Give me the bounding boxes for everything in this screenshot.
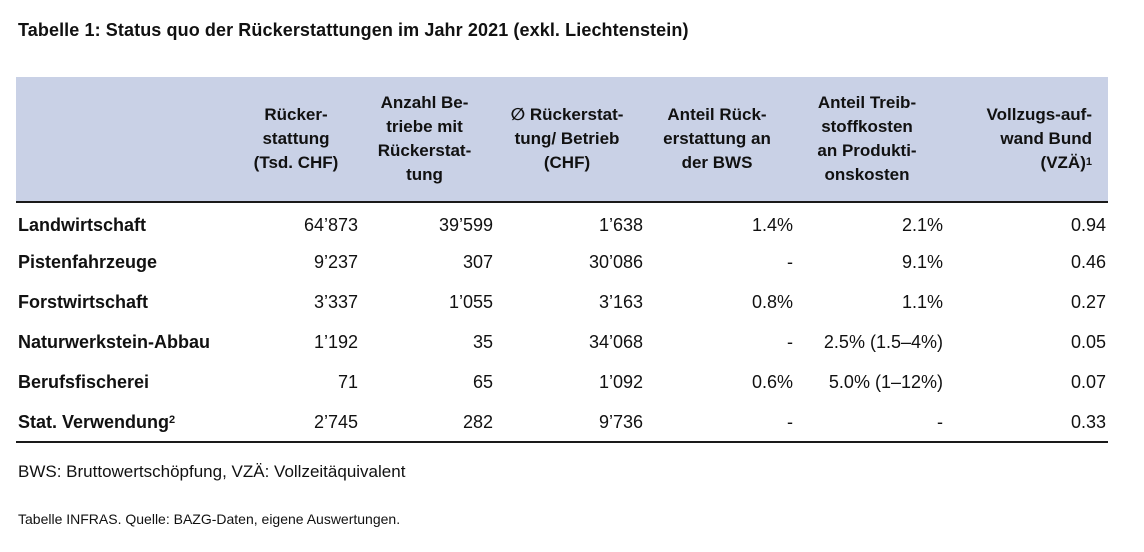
cell-vollzugsaufwand: 0.07 bbox=[1070, 372, 1106, 392]
cell-rueckerstattung: 3’337 bbox=[313, 292, 358, 312]
table-row: Stat. Verwendung2 2’745 282 9’736- -0.33 bbox=[16, 402, 1108, 443]
cell-anteil-bws: 0.6% bbox=[751, 372, 793, 392]
row-footnote-marker: 2 bbox=[169, 413, 176, 426]
cell-rueckerstattung-pro-betrieb: 3’163 bbox=[598, 292, 643, 312]
table-row: Pistenfahrzeuge 9’237 307 30’086 - 9.1% 0.46 bbox=[16, 242, 1108, 282]
table-header-row: Rücker-stattung (Tsd. CHF) Anzahl Be-trie… bbox=[16, 77, 1108, 203]
row-label-text: Stat. Verwendung bbox=[18, 411, 170, 432]
cell-anteil-treibstoffkosten: 2.1% bbox=[901, 214, 943, 235]
cell-vollzugsaufwand: 0.05 bbox=[1070, 332, 1106, 352]
cell-rueckerstattung-pro-betrieb: 1’638 bbox=[598, 214, 643, 235]
cell-rueckerstattung: 71 bbox=[337, 372, 358, 392]
cell-rueckerstattung: 9’237 bbox=[313, 252, 358, 272]
source-note: Tabelle INFRAS. Quelle: BAZG-Daten, eige… bbox=[18, 511, 401, 527]
row-label-text: Naturwerkstein-Abbau bbox=[18, 332, 211, 352]
cell-anzahl-betriebe: 35 bbox=[472, 332, 493, 352]
row-label: Stat. Verwendung2 bbox=[16, 402, 238, 443]
header-cell-anteil-treibstoffkosten: Anteil Treib-stoffkosten an Produkti-onsk… bbox=[795, 77, 945, 203]
cell-anteil-bws: - bbox=[787, 252, 793, 272]
row-label: Pistenfahrzeuge bbox=[16, 242, 238, 282]
cell-anteil-bws: 0.8% bbox=[751, 292, 793, 312]
cell-anteil-treibstoffkosten: 1.1% bbox=[901, 292, 943, 312]
cell-anzahl-betriebe: 282 bbox=[360, 402, 495, 443]
cell-anzahl-betriebe: 307 bbox=[462, 252, 493, 272]
row-label-text: Berufsfischerei bbox=[18, 372, 150, 392]
header-cell-rueckerstattung: Rücker-stattung (Tsd. CHF) bbox=[238, 77, 360, 203]
cell-anteil-treibstoffkosten: - bbox=[795, 402, 945, 443]
cell-vollzugsaufwand: 0.94 bbox=[1070, 214, 1106, 235]
table-row: Berufsfischerei 71 65 1’092 0.6% 5.0% (1–12%)… bbox=[16, 362, 1108, 402]
row-label-text: Pistenfahrzeuge bbox=[18, 252, 158, 272]
cell-rueckerstattung: 1’192 bbox=[313, 332, 358, 352]
cell-anteil-bws: 1.4% bbox=[751, 214, 793, 235]
cell-vollzugsaufwand: 0.27 bbox=[1070, 292, 1106, 312]
table-row: Naturwerkstein-Abbau 1’192 35 34’068 - 2.5% (… bbox=[16, 322, 1108, 362]
cell-anteil-treibstoffkosten: 2.5% (1.5–4%) bbox=[823, 332, 943, 352]
cell-rueckerstattung-pro-betrieb: 9’736 bbox=[495, 402, 645, 443]
table-caption: Tabelle 1: Status quo der Rückerstattung… bbox=[18, 20, 689, 40]
cell-vollzugsaufwand: 0.46 bbox=[1070, 252, 1106, 272]
header-footnote-marker: 1 bbox=[1085, 156, 1092, 168]
header-cell-empty bbox=[16, 77, 238, 203]
cell-rueckerstattung: 64’873 bbox=[303, 214, 358, 235]
row-label-text: Landwirtschaft bbox=[18, 214, 147, 235]
row-label: Landwirtschaft bbox=[16, 202, 238, 242]
row-label-text: Forstwirtschaft bbox=[18, 292, 149, 312]
row-label: Forstwirtschaft bbox=[16, 282, 238, 322]
header-cell-vollzugsaufwand: Vollzugs-auf-wand Bund (VZÄ)1 bbox=[945, 77, 1108, 203]
cell-rueckerstattung-pro-betrieb: 34’068 bbox=[588, 332, 643, 352]
cell-anzahl-betriebe: 65 bbox=[472, 372, 493, 392]
table-row: Landwirtschaft 64’873 39’599 1’638 1.4% 2.1% 0… bbox=[16, 202, 1108, 242]
cell-anzahl-betriebe: 39’599 bbox=[438, 214, 493, 235]
cell-anteil-bws: - bbox=[645, 402, 795, 443]
cell-rueckerstattung-pro-betrieb: 1’092 bbox=[598, 372, 643, 392]
cell-anteil-treibstoffkosten: 9.1% bbox=[901, 252, 943, 272]
cell-anteil-treibstoffkosten: 5.0% (1–12%) bbox=[828, 372, 943, 392]
cell-vollzugsaufwand: 0.33 bbox=[945, 402, 1108, 443]
abbreviation-note: BWS: Bruttowertschöpfung, VZÄ: Vollzeitä… bbox=[18, 462, 406, 481]
cell-anzahl-betriebe: 1’055 bbox=[448, 292, 493, 312]
cell-anteil-bws: - bbox=[787, 332, 793, 352]
refund-status-table: Rücker-stattung (Tsd. CHF) Anzahl Be-trie… bbox=[16, 77, 1108, 443]
row-label: Berufsfischerei bbox=[16, 362, 238, 402]
header-cell-rueckerstattung-pro-betrieb: ∅ Rückerstat-tung/ Betrieb (CHF) bbox=[495, 77, 645, 203]
cell-rueckerstattung-pro-betrieb: 30’086 bbox=[588, 252, 643, 272]
cell-rueckerstattung: 2’745 bbox=[238, 402, 360, 443]
header-cell-anteil-bws: Anteil Rück-erstattung an der BWS bbox=[645, 77, 795, 203]
table-row: Forstwirtschaft 3’337 1’055 3’163 0.8% 1.1% 0.… bbox=[16, 282, 1108, 322]
row-label: Naturwerkstein-Abbau bbox=[16, 322, 238, 362]
header-cell-anzahl-betriebe: Anzahl Be-triebe mit Rückerstat-tung bbox=[360, 77, 495, 203]
